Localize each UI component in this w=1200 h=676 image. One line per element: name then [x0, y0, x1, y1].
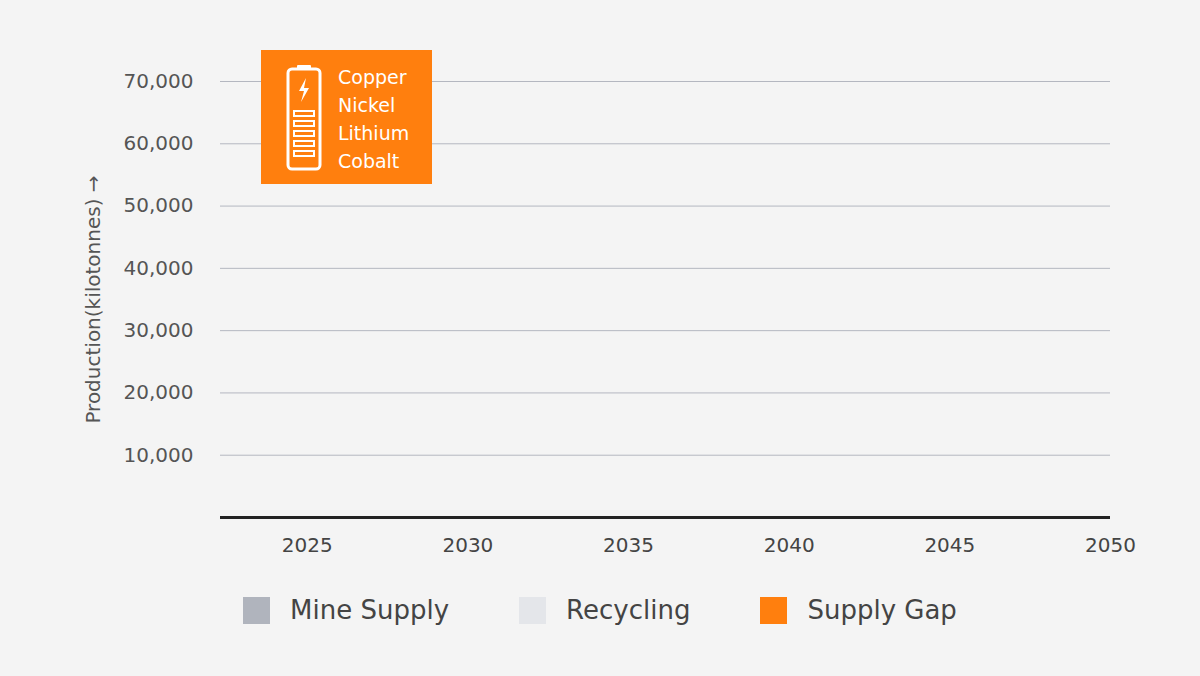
- html-text:Copper: Copper: [338, 66, 407, 88]
- svg-text:60,000: 60,000: [124, 131, 194, 155]
- svg-text:2035: 2035: [603, 533, 654, 557]
- svg-text:2050: 2050: [1085, 533, 1136, 557]
- html-text:Nickel: Nickel: [338, 94, 396, 116]
- svg-text:10,000: 10,000: [124, 443, 194, 467]
- svg-text:2045: 2045: [924, 533, 975, 557]
- html-text:Lithium: Lithium: [338, 122, 410, 144]
- svg-text:Production(kilotonnes) →: Production(kilotonnes) →: [81, 175, 105, 423]
- svg-text:2025: 2025: [282, 533, 333, 557]
- svg-text:30,000: 30,000: [124, 318, 194, 342]
- html-text:Cobalt: Cobalt: [338, 150, 400, 172]
- html-text:Supply Gap: Supply Gap: [807, 595, 957, 625]
- html-text:Mine Supply: Mine Supply: [290, 595, 450, 625]
- svg-text:2040: 2040: [764, 533, 815, 557]
- html-text:Recycling: Recycling: [566, 595, 691, 625]
- svg-text:70,000: 70,000: [124, 69, 194, 93]
- svg-text:2030: 2030: [442, 533, 493, 557]
- svg-text:20,000: 20,000: [124, 380, 194, 404]
- svg-text:50,000: 50,000: [124, 193, 194, 217]
- svg-text:40,000: 40,000: [124, 256, 194, 280]
